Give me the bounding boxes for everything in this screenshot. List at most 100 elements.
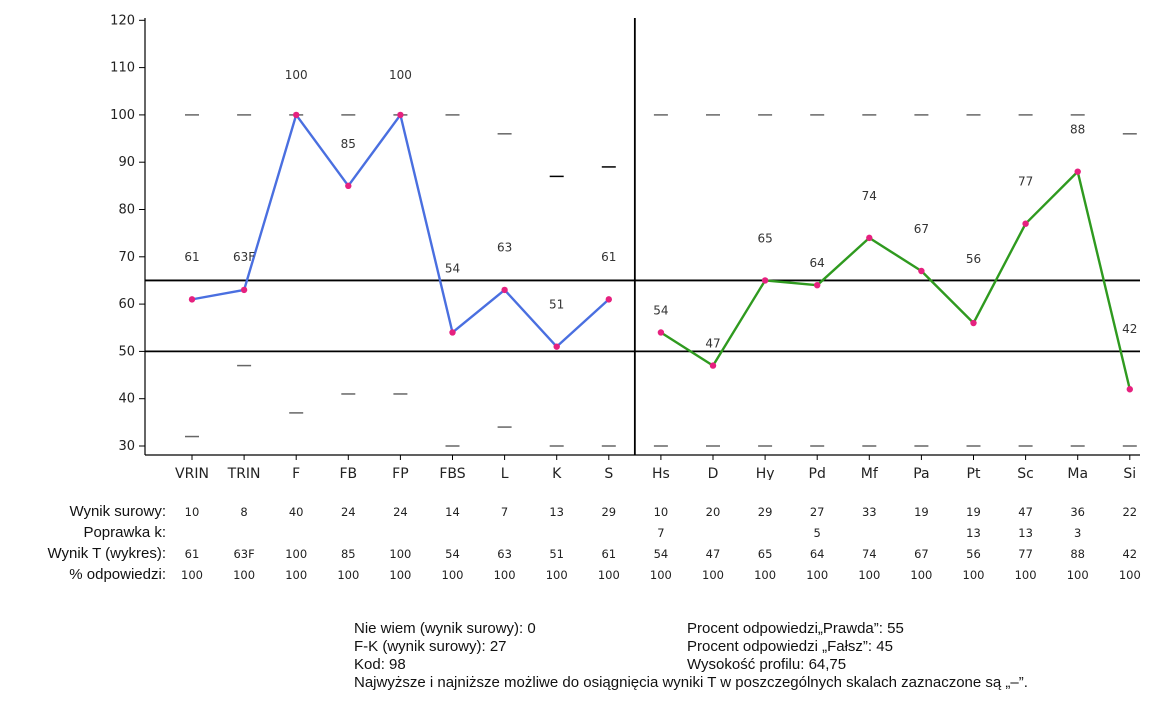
table-cell: 7 (500, 505, 509, 519)
data-point (449, 329, 456, 336)
table-cell: 100 (649, 568, 672, 582)
series-layer (188, 111, 1134, 393)
x-tick-label: Pa (913, 466, 929, 480)
x-tick-label: D (708, 466, 719, 480)
note-true-percent: Procent odpowiedzi„Prawda”: 55 (687, 620, 904, 637)
data-point (501, 286, 508, 294)
table-cell: 47 (1018, 505, 1033, 519)
table-cell: 100 (389, 547, 412, 561)
data-value-label: 54 (445, 261, 460, 275)
table-cell: 67 (914, 547, 929, 561)
data-point (345, 182, 352, 190)
y-tick-label: 70 (118, 250, 135, 265)
table-cell: 100 (1066, 568, 1089, 582)
data-point (814, 281, 821, 289)
series-line-1 (191, 113, 610, 348)
table-cell: 27 (809, 505, 825, 519)
table-cell: 10 (653, 505, 669, 519)
table-cell: 64 (809, 547, 825, 561)
data-point (866, 234, 873, 242)
table-cell: 13 (549, 505, 564, 519)
data-value-label: 51 (549, 298, 564, 312)
data-value-label: 61 (601, 250, 616, 264)
data-value-label: 56 (966, 252, 981, 266)
y-tick-label: 120 (110, 13, 135, 28)
data-value-label: 42 (1122, 322, 1137, 336)
table-cell: 24 (340, 505, 356, 519)
y-tick-label: 110 (110, 61, 135, 76)
x-tick-label: S (604, 466, 613, 480)
table-cell: 13 (966, 526, 981, 540)
row-label-t-score: Wynik T (wykres): (47, 545, 166, 562)
row-label-raw: Wynik surowy: (69, 503, 166, 520)
data-value-label: 67 (914, 222, 929, 236)
data-value-label: 47 (705, 337, 720, 351)
table-cell: 100 (389, 568, 412, 582)
data-value-label: 88 (1070, 123, 1085, 137)
x-tick-label: FB (339, 466, 357, 480)
table-cell: 19 (914, 505, 929, 519)
mmpi-profile-chart: 30 40 50 60 70 80 90 100 110 120 VRIN TRIN F FB FP FBS L… (110, 13, 1140, 480)
data-point (397, 111, 404, 119)
table-cell: 3 (1074, 526, 1082, 540)
table-cell: 100 (1118, 568, 1141, 582)
table-cell: 61 (601, 547, 617, 561)
y-tick-label: 80 (118, 203, 135, 218)
note-dont-know: Nie wiem (wynik surowy): 0 (354, 620, 536, 637)
table-cell: 63 (497, 547, 512, 561)
data-value-label: 74 (862, 189, 877, 203)
table-cell: 65 (757, 547, 773, 561)
data-value-label: 61 (184, 250, 199, 264)
table-cell: 100 (337, 568, 360, 582)
table-cell: 100 (858, 568, 881, 582)
x-tick-label: VRIN (175, 466, 209, 480)
table-cell: 8 (240, 505, 248, 519)
table-cell: 100 (233, 568, 256, 582)
x-tick-label: Hy (756, 466, 775, 480)
table-cell: 56 (966, 547, 981, 561)
table-cell: 100 (702, 568, 724, 582)
x-tick-label: Pt (967, 466, 981, 480)
data-point (1022, 220, 1029, 227)
note-footer: Najwyższe i najniższe możliwe do osiągni… (354, 674, 1028, 691)
data-point (970, 319, 977, 327)
table-cell: 100 (754, 568, 777, 582)
y-tick-label: 30 (118, 439, 135, 454)
data-value-label: 54 (653, 303, 668, 317)
y-tick-label: 100 (110, 108, 135, 123)
table-cell: 100 (1014, 568, 1037, 582)
labels-layer: 30 40 50 60 70 80 90 100 110 120 VRIN TRIN F FB FP FBS L… (110, 13, 1137, 480)
x-tick-label: F (292, 466, 300, 480)
table-cell: 100 (285, 547, 308, 561)
axes-layer (139, 18, 1140, 460)
table-cell: 77 (1018, 547, 1033, 561)
table-cell: 24 (393, 505, 408, 519)
data-value-label: 64 (810, 256, 825, 270)
row-label-percent: % odpowiedzi: (69, 566, 166, 583)
table-cell: 5 (813, 526, 821, 540)
data-point (709, 362, 717, 369)
data-value-label: 100 (389, 68, 412, 82)
table-cell: 100 (181, 568, 203, 582)
y-tick-label: 50 (118, 344, 135, 359)
table-cell: 36 (1070, 505, 1085, 519)
table-cell: 100 (285, 568, 308, 582)
data-value-label: 77 (1018, 175, 1033, 189)
table-cell: 100 (545, 568, 568, 582)
data-point (293, 111, 300, 119)
x-tick-label: TRIN (227, 466, 261, 480)
table-cell: 13 (1018, 526, 1033, 540)
note-code: Kod: 98 (354, 656, 406, 673)
data-value-label: 65 (757, 231, 772, 245)
data-point (1074, 168, 1081, 175)
table-cell: 100 (441, 568, 464, 582)
data-point (240, 286, 248, 294)
table-cell: 29 (601, 505, 617, 519)
table-cell: 63F (233, 547, 255, 561)
table-cell: 42 (1122, 547, 1138, 561)
x-tick-label: Si (1123, 466, 1136, 480)
x-tick-label: K (552, 466, 562, 480)
data-value-label: 63 (497, 240, 512, 254)
table-cell: 51 (549, 547, 564, 561)
table-cell: 40 (288, 505, 304, 519)
